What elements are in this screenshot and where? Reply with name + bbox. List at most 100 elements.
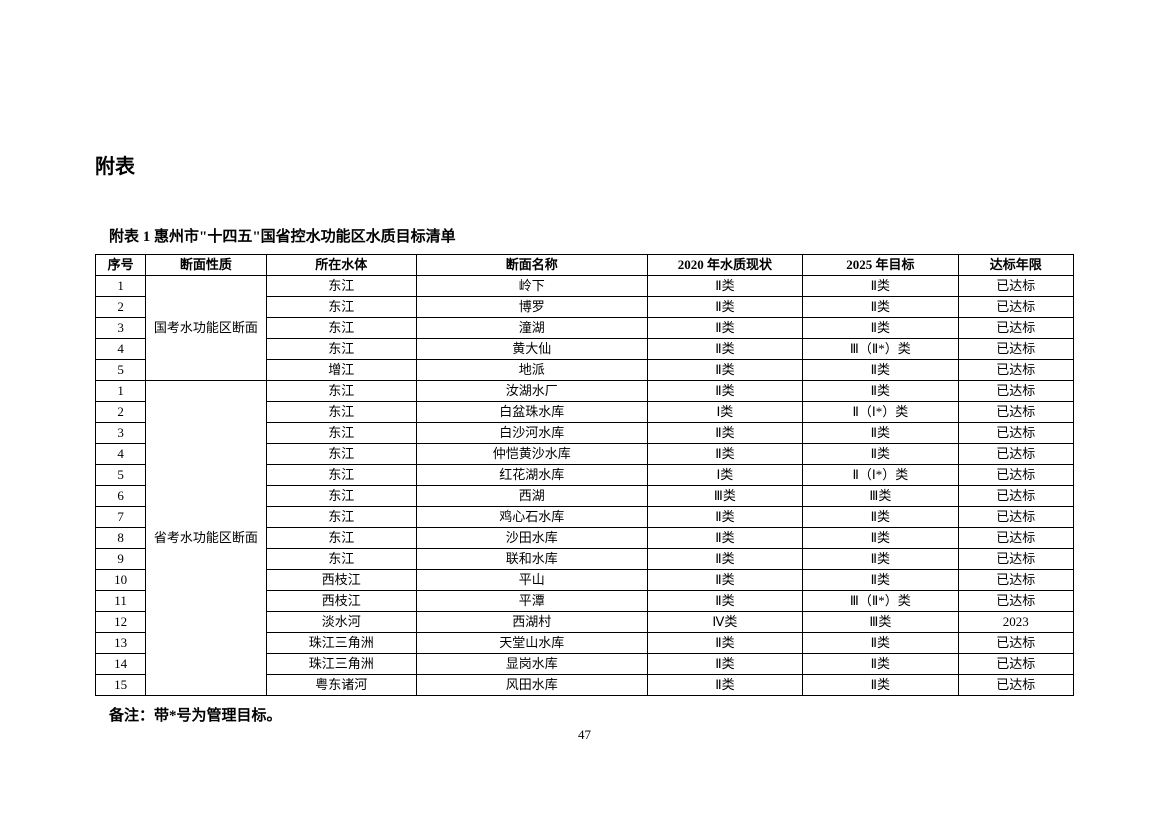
cell-year: 已达标 xyxy=(958,591,1073,612)
cell-status2020: Ⅱ类 xyxy=(647,549,802,570)
cell-year: 已达标 xyxy=(958,381,1073,402)
cell-seq: 12 xyxy=(96,612,146,633)
cell-section: 显岗水库 xyxy=(416,654,647,675)
cell-year: 已达标 xyxy=(958,339,1073,360)
cell-waterbody: 东江 xyxy=(266,465,416,486)
col-header-2020: 2020 年水质现状 xyxy=(647,255,802,276)
cell-waterbody: 东江 xyxy=(266,402,416,423)
cell-status2020: Ⅱ类 xyxy=(647,276,802,297)
cell-seq: 11 xyxy=(96,591,146,612)
cell-status2020: Ⅱ类 xyxy=(647,654,802,675)
cell-year: 已达标 xyxy=(958,675,1073,696)
cell-status2020: Ⅱ类 xyxy=(647,633,802,654)
cell-section: 风田水库 xyxy=(416,675,647,696)
cell-waterbody: 东江 xyxy=(266,339,416,360)
cell-status2020: Ⅱ类 xyxy=(647,444,802,465)
cell-status2020: Ⅰ类 xyxy=(647,465,802,486)
cell-year: 已达标 xyxy=(958,444,1073,465)
cell-status2020: Ⅱ类 xyxy=(647,318,802,339)
cell-seq: 9 xyxy=(96,549,146,570)
cell-year: 已达标 xyxy=(958,276,1073,297)
cell-seq: 8 xyxy=(96,528,146,549)
page-container: 附表 附表 1 惠州市"十四五"国省控水功能区水质目标清单 序号 断面性质 所在… xyxy=(0,0,1169,755)
cell-target2025: Ⅱ类 xyxy=(803,507,958,528)
cell-status2020: Ⅱ类 xyxy=(647,591,802,612)
cell-section: 天堂山水库 xyxy=(416,633,647,654)
col-header-2025: 2025 年目标 xyxy=(803,255,958,276)
cell-year: 2023 xyxy=(958,612,1073,633)
table-caption: 附表 1 惠州市"十四五"国省控水功能区水质目标清单 xyxy=(95,225,1074,246)
cell-target2025: Ⅱ类 xyxy=(803,444,958,465)
cell-target2025: Ⅱ类 xyxy=(803,360,958,381)
cell-seq: 13 xyxy=(96,633,146,654)
cell-section: 西湖村 xyxy=(416,612,647,633)
cell-waterbody: 东江 xyxy=(266,444,416,465)
cell-year: 已达标 xyxy=(958,549,1073,570)
cell-seq: 2 xyxy=(96,297,146,318)
cell-seq: 1 xyxy=(96,381,146,402)
cell-status2020: Ⅱ类 xyxy=(647,360,802,381)
col-header-waterbody: 所在水体 xyxy=(266,255,416,276)
cell-status2020: Ⅳ类 xyxy=(647,612,802,633)
col-header-seq: 序号 xyxy=(96,255,146,276)
cell-seq: 3 xyxy=(96,423,146,444)
table-row: 1国考水功能区断面东江岭下Ⅱ类Ⅱ类已达标 xyxy=(96,276,1074,297)
cell-target2025: Ⅱ类 xyxy=(803,423,958,444)
table-row: 1省考水功能区断面东江汝湖水厂Ⅱ类Ⅱ类已达标 xyxy=(96,381,1074,402)
cell-waterbody: 东江 xyxy=(266,381,416,402)
cell-year: 已达标 xyxy=(958,633,1073,654)
cell-waterbody: 东江 xyxy=(266,486,416,507)
page-number: 47 xyxy=(0,727,1169,743)
cell-waterbody: 东江 xyxy=(266,507,416,528)
cell-year: 已达标 xyxy=(958,360,1073,381)
cell-target2025: Ⅲ类 xyxy=(803,486,958,507)
cell-status2020: Ⅲ类 xyxy=(647,486,802,507)
cell-target2025: Ⅱ类 xyxy=(803,318,958,339)
cell-waterbody: 西枝江 xyxy=(266,591,416,612)
cell-section: 西湖 xyxy=(416,486,647,507)
cell-target2025: Ⅲ（Ⅱ*）类 xyxy=(803,591,958,612)
footnote: 备注：带*号为管理目标。 xyxy=(95,704,1074,725)
cell-section: 白盆珠水库 xyxy=(416,402,647,423)
cell-status2020: Ⅱ类 xyxy=(647,507,802,528)
cell-section: 潼湖 xyxy=(416,318,647,339)
cell-status2020: Ⅱ类 xyxy=(647,570,802,591)
cell-target2025: Ⅱ类 xyxy=(803,381,958,402)
cell-section: 黄大仙 xyxy=(416,339,647,360)
cell-seq: 5 xyxy=(96,465,146,486)
cell-target2025: Ⅱ类 xyxy=(803,549,958,570)
cell-year: 已达标 xyxy=(958,465,1073,486)
cell-waterbody: 西枝江 xyxy=(266,570,416,591)
table-body: 1国考水功能区断面东江岭下Ⅱ类Ⅱ类已达标2东江博罗Ⅱ类Ⅱ类已达标3东江潼湖Ⅱ类Ⅱ… xyxy=(96,276,1074,696)
cell-target2025: Ⅲ（Ⅱ*）类 xyxy=(803,339,958,360)
cell-section: 平山 xyxy=(416,570,647,591)
cell-status2020: Ⅱ类 xyxy=(647,297,802,318)
cell-waterbody: 东江 xyxy=(266,423,416,444)
cell-year: 已达标 xyxy=(958,486,1073,507)
cell-target2025: Ⅲ类 xyxy=(803,612,958,633)
table-header-row: 序号 断面性质 所在水体 断面名称 2020 年水质现状 2025 年目标 达标… xyxy=(96,255,1074,276)
cell-status2020: Ⅱ类 xyxy=(647,381,802,402)
cell-status2020: Ⅱ类 xyxy=(647,339,802,360)
cell-seq: 2 xyxy=(96,402,146,423)
cell-seq: 4 xyxy=(96,339,146,360)
cell-seq: 5 xyxy=(96,360,146,381)
cell-status2020: Ⅱ类 xyxy=(647,528,802,549)
cell-waterbody: 珠江三角洲 xyxy=(266,654,416,675)
cell-seq: 1 xyxy=(96,276,146,297)
cell-year: 已达标 xyxy=(958,528,1073,549)
cell-waterbody: 增江 xyxy=(266,360,416,381)
cell-target2025: Ⅱ类 xyxy=(803,633,958,654)
cell-target2025: Ⅱ（Ⅰ*）类 xyxy=(803,465,958,486)
cell-seq: 3 xyxy=(96,318,146,339)
cell-nature: 省考水功能区断面 xyxy=(146,381,266,696)
cell-target2025: Ⅱ类 xyxy=(803,675,958,696)
cell-section: 红花湖水库 xyxy=(416,465,647,486)
cell-year: 已达标 xyxy=(958,570,1073,591)
page-heading: 附表 xyxy=(95,150,1074,179)
cell-status2020: Ⅱ类 xyxy=(647,423,802,444)
cell-waterbody: 东江 xyxy=(266,549,416,570)
cell-target2025: Ⅱ类 xyxy=(803,570,958,591)
cell-target2025: Ⅱ类 xyxy=(803,654,958,675)
cell-waterbody: 粤东诸河 xyxy=(266,675,416,696)
